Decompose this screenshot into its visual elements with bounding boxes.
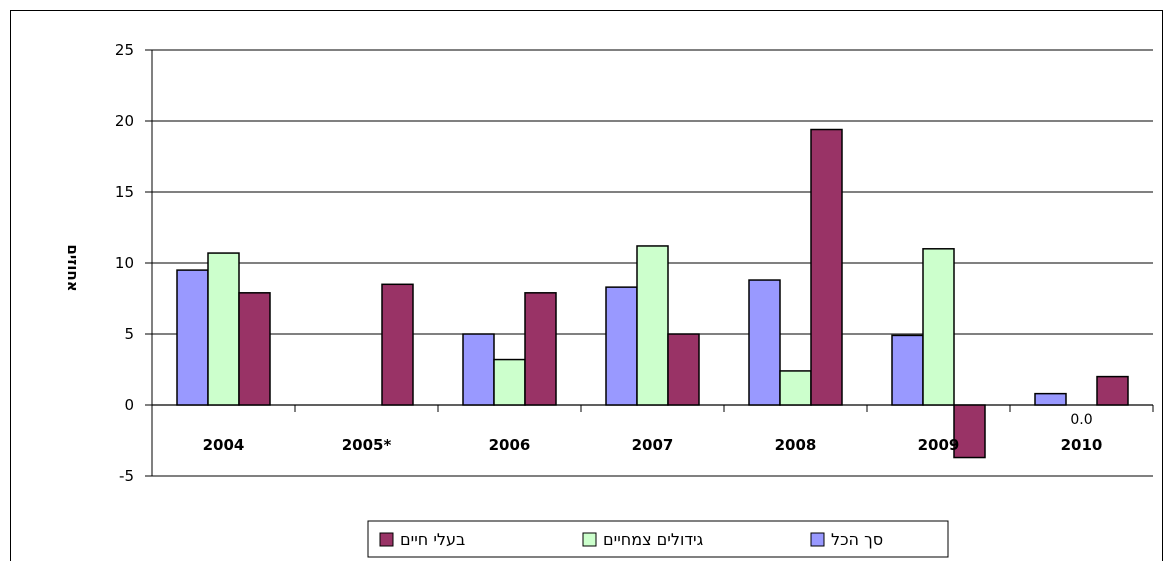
- x-category-label: 2004: [203, 436, 245, 454]
- bar: [238, 292, 271, 406]
- bar: [176, 269, 209, 406]
- bar: [524, 292, 557, 406]
- x-category-label: 2005*: [342, 436, 392, 454]
- bar: [748, 279, 781, 406]
- legend-swatch: [379, 532, 394, 547]
- x-category-label: 2007: [632, 436, 674, 454]
- y-tick-label: 25: [115, 41, 134, 59]
- bar: [462, 333, 495, 406]
- bar: [381, 283, 414, 406]
- y-tick-label: 5: [124, 325, 134, 343]
- y-tick-label: 10: [115, 254, 134, 272]
- y-tick-label: 20: [115, 112, 134, 130]
- bar: [1034, 392, 1067, 406]
- bar: [953, 404, 986, 459]
- x-category-label: 2009: [918, 436, 960, 454]
- y-axis-label: אחוזים: [64, 244, 82, 291]
- x-category-label: 2008: [775, 436, 817, 454]
- chart-frame: [10, 10, 1163, 561]
- legend-swatch: [582, 532, 597, 547]
- bar: [922, 248, 955, 406]
- x-category-label: 2010: [1061, 436, 1103, 454]
- bar: [667, 333, 700, 406]
- y-tick-label: 0: [124, 396, 134, 414]
- legend-box: [367, 520, 949, 558]
- bar: [605, 286, 638, 406]
- legend-swatch: [810, 532, 825, 547]
- y-tick-label: -5: [119, 467, 134, 485]
- bar: [779, 370, 812, 406]
- y-tick-label: 15: [115, 183, 134, 201]
- x-category-label: 2006: [489, 436, 531, 454]
- labels: 2004 2005* 2006 2007 2008 2009 2010 0.0: [203, 412, 1103, 454]
- bar: [810, 128, 843, 406]
- bars: [176, 128, 1129, 459]
- bar: [207, 252, 240, 406]
- bar: [1096, 375, 1129, 406]
- bar: [493, 358, 526, 406]
- legend: בעלי חיים גידולים צמחיים סך הכל: [367, 520, 949, 558]
- legend-label: בעלי חיים: [400, 530, 465, 549]
- data-label: 0.0: [1070, 412, 1092, 428]
- bar: [891, 334, 924, 406]
- legend-label: סך הכל: [831, 530, 883, 549]
- legend-label: גידולים צמחיים: [603, 530, 704, 549]
- bar: [636, 245, 669, 406]
